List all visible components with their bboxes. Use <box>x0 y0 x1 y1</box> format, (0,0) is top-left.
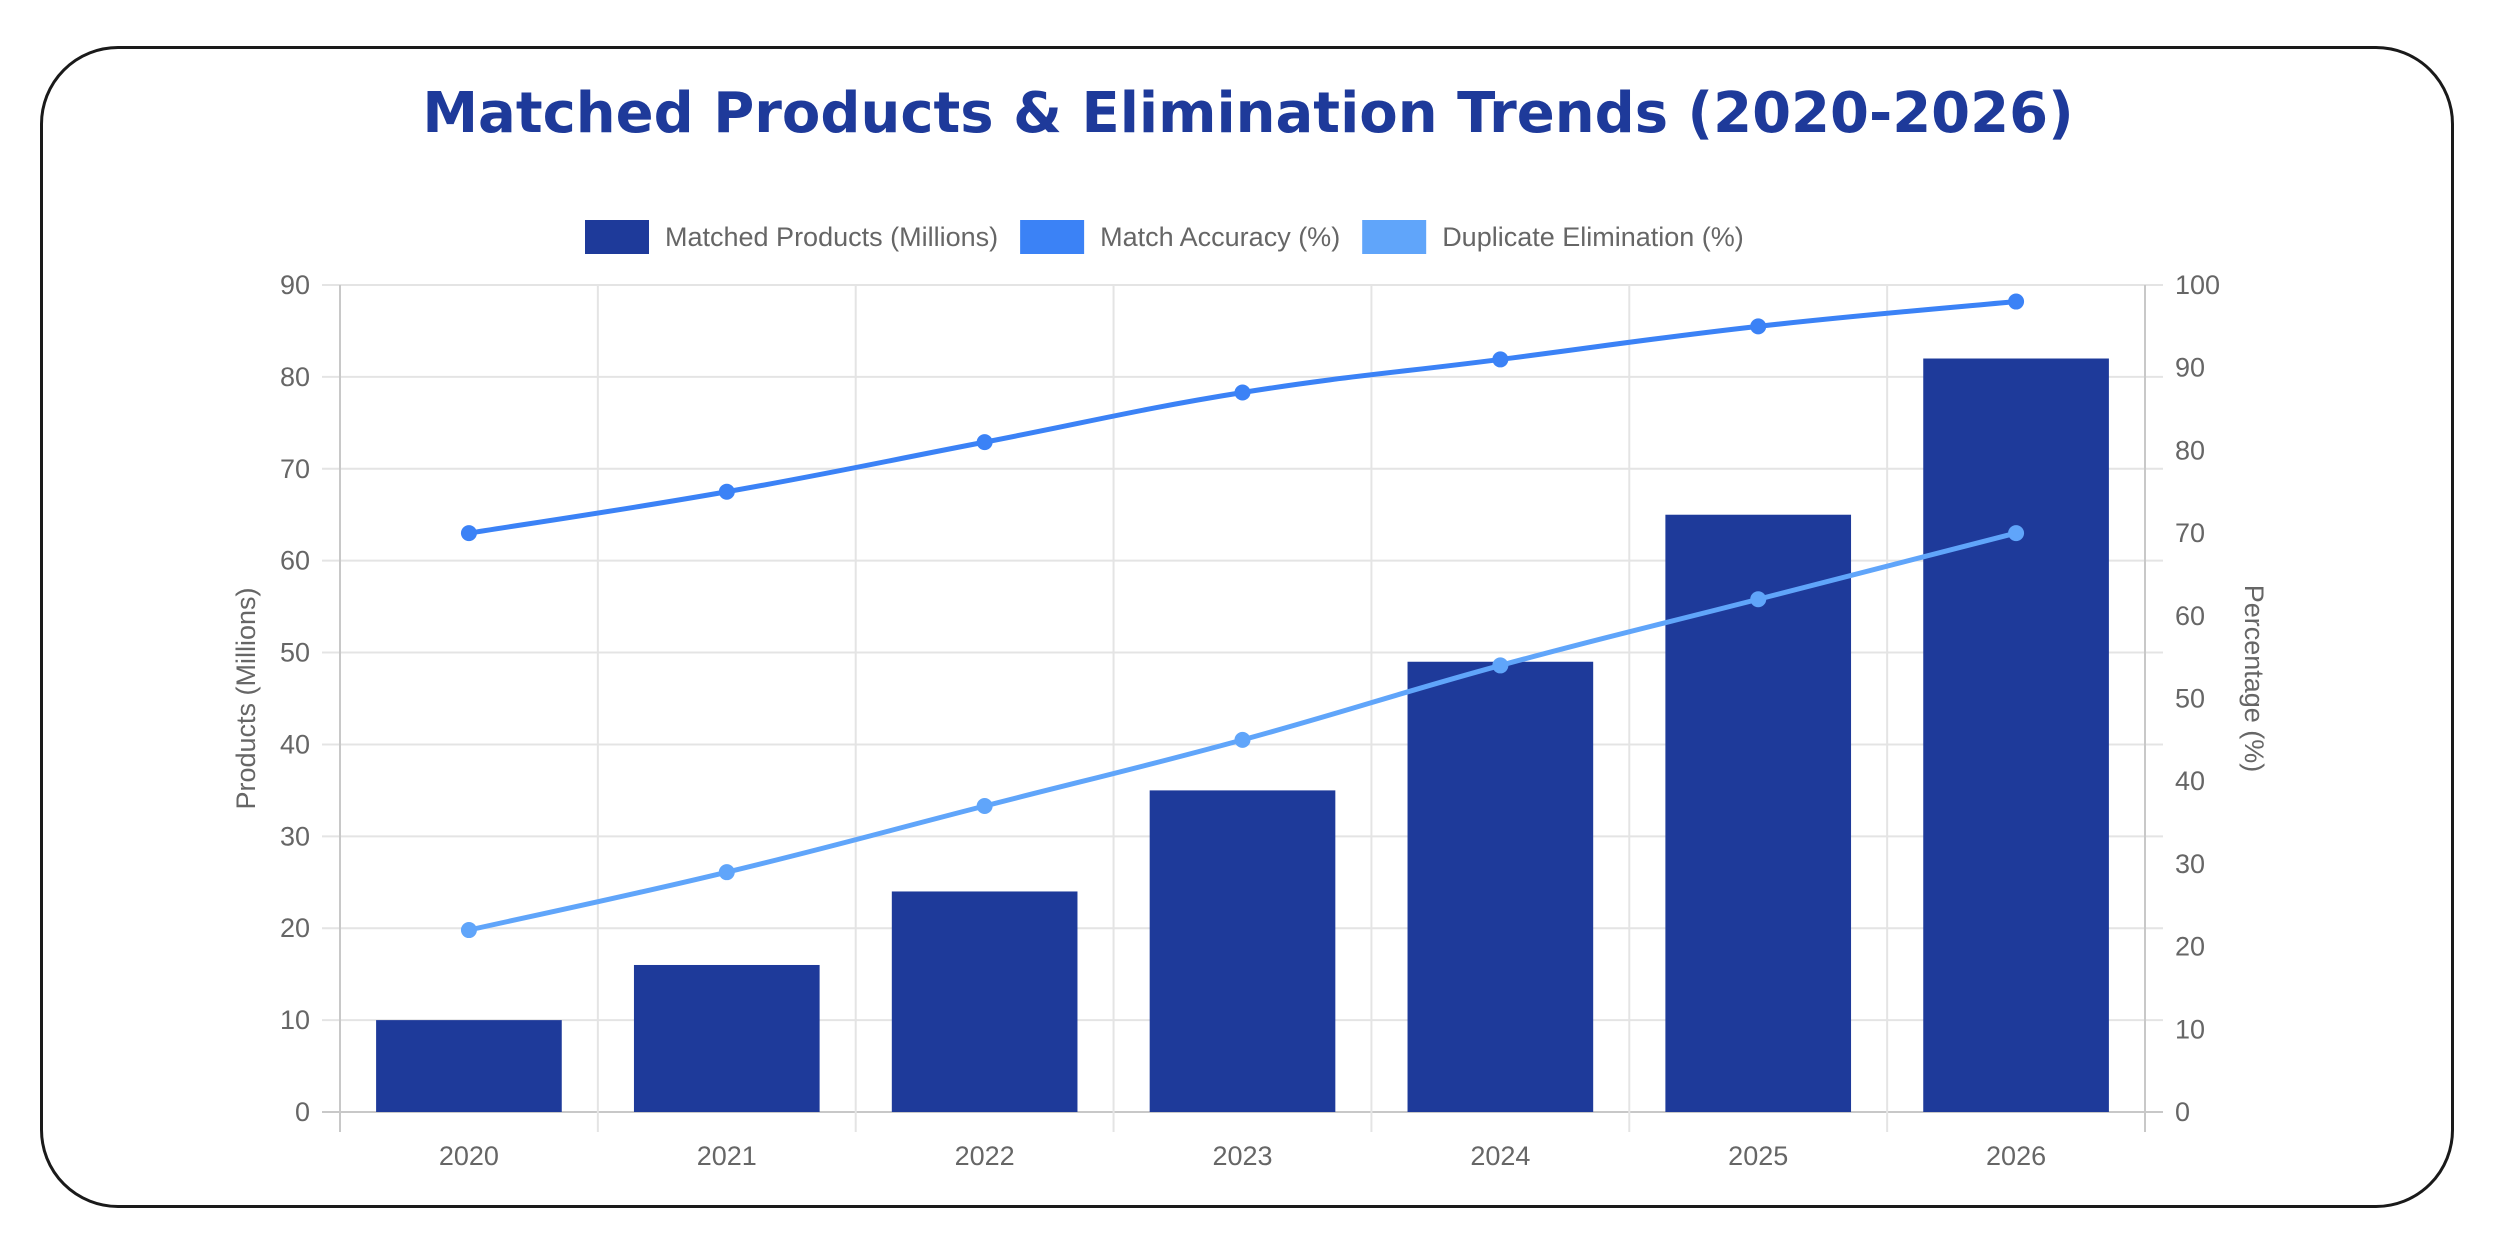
y-tick-label: 70 <box>280 454 310 484</box>
x-tick-label: 2023 <box>1212 1141 1272 1171</box>
legend-swatch <box>1362 220 1427 254</box>
y2-tick-label: 90 <box>2175 353 2205 383</box>
y-axis-title: Products (Millions) <box>231 587 261 809</box>
bar <box>1149 790 1336 1112</box>
y2-tick-label: 0 <box>2175 1097 2190 1127</box>
bar <box>633 964 820 1112</box>
y2-tick-label: 20 <box>2175 932 2205 962</box>
data-point <box>718 483 735 500</box>
bar <box>1923 358 2109 1112</box>
data-point <box>1492 657 1509 674</box>
y-tick-label: 40 <box>280 729 310 759</box>
legend-label: Matched Products (Millions) <box>665 222 998 252</box>
y2-tick-label: 70 <box>2175 518 2205 548</box>
data-point <box>1750 591 1767 608</box>
bar <box>376 1020 562 1112</box>
data-point <box>1234 731 1251 748</box>
data-point <box>1750 318 1767 335</box>
y2-tick-label: 100 <box>2175 270 2220 300</box>
legend-swatch <box>585 220 649 254</box>
y2-tick-label: 40 <box>2175 766 2205 796</box>
data-point <box>1492 351 1509 368</box>
data-point <box>718 864 735 881</box>
chart-title: Matched Products & Elimination Trends (2… <box>422 81 2073 146</box>
legend-swatch <box>1020 220 1085 254</box>
x-tick-label: 2025 <box>1728 1141 1788 1171</box>
x-tick-label: 2024 <box>1470 1141 1530 1171</box>
data-point <box>1234 384 1251 401</box>
y-tick-label: 50 <box>280 638 310 668</box>
axes: 0 10 20 30 40 50 60 70 80 90 0 10 20 30 40 50 60 70 80 90 10… <box>231 270 2269 1171</box>
grid <box>322 284 2163 1132</box>
y-tick-label: 90 <box>280 270 310 300</box>
y2-tick-label: 60 <box>2175 601 2205 631</box>
data-point <box>976 434 993 451</box>
y-tick-label: 80 <box>280 362 310 392</box>
x-tick-label: 2021 <box>697 1141 757 1171</box>
series-line <box>466 299 2019 536</box>
data-point <box>460 525 477 542</box>
y2-tick-label: 50 <box>2175 684 2205 714</box>
legend-label: Match Accuracy (%) <box>1100 222 1340 252</box>
y2-tick-label: 80 <box>2175 435 2205 465</box>
bar <box>891 891 1078 1112</box>
data-point <box>976 798 993 815</box>
y2-tick-label: 30 <box>2175 849 2205 879</box>
legend-label: Duplicate Elimination (%) <box>1442 222 1744 252</box>
x-tick-label: 2020 <box>439 1141 499 1171</box>
y-tick-label: 10 <box>280 1005 310 1035</box>
y-tick-label: 30 <box>280 821 310 851</box>
y-tick-label: 60 <box>280 546 310 576</box>
legend: Matched Products (Millions) Match Accurac… <box>585 220 1744 254</box>
x-tick-label: 2022 <box>955 1141 1015 1171</box>
x-tick-label: 2026 <box>1986 1141 2046 1171</box>
y-tick-label: 0 <box>295 1097 310 1127</box>
y2-axis-title: Percentage (%) <box>2239 585 2269 773</box>
line-series <box>460 293 2025 939</box>
data-point <box>2008 293 2025 310</box>
data-point <box>460 922 477 939</box>
y2-tick-label: 10 <box>2175 1014 2205 1044</box>
bar <box>1407 661 1594 1112</box>
bar-series <box>376 358 2109 1112</box>
y-tick-label: 20 <box>280 913 310 943</box>
data-point <box>2008 525 2025 542</box>
